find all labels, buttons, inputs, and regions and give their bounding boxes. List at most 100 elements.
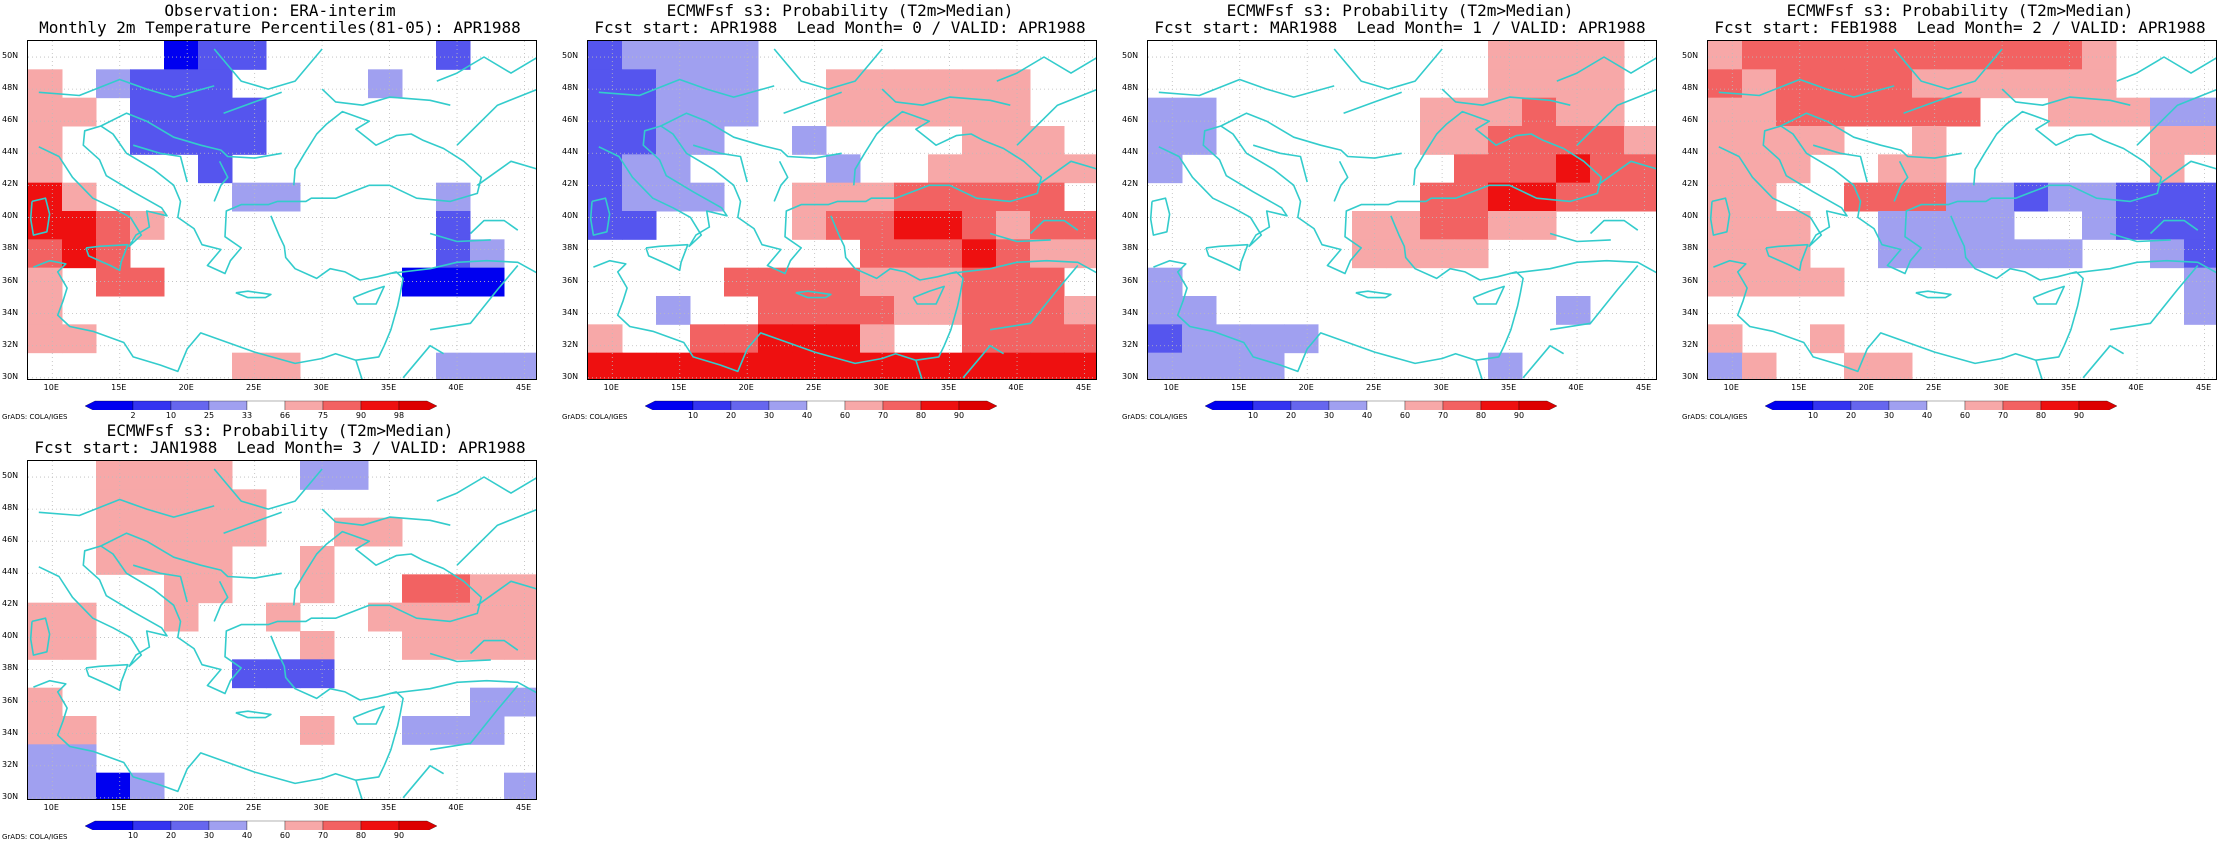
grid-cell: [1742, 41, 1777, 70]
grid-cell: [164, 489, 199, 519]
grid-cell: [758, 296, 793, 325]
lat-label: 38N: [1122, 243, 1139, 253]
grid-cell: [436, 631, 471, 660]
grid-cell: [28, 239, 63, 269]
grid-cell: [1708, 154, 1743, 184]
coastline: [1029, 219, 1079, 235]
coastline: [429, 264, 519, 331]
grid-cell: [622, 211, 657, 240]
lon-label: 15E: [111, 383, 127, 392]
grid-cell: [1742, 239, 1777, 269]
map-canvas: [28, 461, 536, 799]
colorbar-swatch: [1252, 400, 1292, 410]
grid-cell: [300, 631, 335, 660]
grid-cell: [860, 182, 895, 212]
grid-cell: [1742, 211, 1777, 240]
grid-cell: [1590, 69, 1625, 99]
colorbar-tick-label: 10: [127, 831, 139, 840]
grid-cell: [962, 182, 997, 212]
grid-cell: [1742, 352, 1777, 379]
grid-cell: [962, 239, 997, 269]
grid-cell: [860, 296, 895, 325]
grid-cell: [1148, 97, 1183, 127]
grid-cell: [1522, 126, 1557, 155]
grid-cell: [962, 154, 997, 184]
grid-cell: [2048, 239, 2083, 269]
colorbar-swatch: [2078, 400, 2118, 410]
grid-cell: [62, 716, 97, 745]
grid-cell: [860, 267, 895, 297]
coastline: [1158, 78, 1335, 98]
coastline: [1522, 344, 1565, 379]
lat-label: 42N: [1122, 179, 1139, 189]
lon-label: 40E: [448, 383, 464, 392]
grid-cell: [2048, 182, 2083, 212]
grid-cell: [622, 352, 657, 379]
grid-cell: [1708, 182, 1743, 212]
grid-cell: [1590, 126, 1625, 155]
coastline: [1893, 48, 2003, 90]
grid-cell: [826, 296, 861, 325]
colorbar-swatch: [1926, 400, 1966, 410]
colorbar-swatch: [958, 400, 998, 410]
lon-label: 20E: [178, 383, 194, 392]
colorbar-tick-label: 80: [355, 831, 367, 840]
grid-cell: [622, 41, 657, 70]
lat-label: 44N: [562, 147, 579, 157]
lat-label: 44N: [2, 147, 19, 157]
grid-cell: [1912, 126, 1947, 155]
grid-cell: [504, 352, 536, 379]
grid-cell: [1064, 154, 1096, 184]
coastline: [912, 285, 945, 305]
colorbar-tick-label: 10: [1807, 411, 1819, 420]
coastline: [593, 215, 964, 373]
grid-cell: [164, 97, 199, 127]
grid-cell: [1776, 154, 1811, 184]
panel-subtitle: Fcst start: MAR1988 Lead Month= 1 / VALI…: [1154, 18, 1646, 37]
colorbar-tick-label: 75: [317, 411, 329, 420]
grid-cell: [996, 126, 1031, 155]
colorbar-swatch: [360, 820, 400, 830]
coastline: [589, 197, 611, 236]
grid-cell: [1624, 126, 1656, 155]
coastline: [1220, 112, 1402, 159]
grid-cell: [334, 461, 369, 490]
colorbar-swatch: [1480, 400, 1520, 410]
coastline: [1333, 48, 1443, 90]
colorbar-tick-label: 90: [2073, 411, 2085, 420]
colorbar-tick-label: 10: [1247, 411, 1259, 420]
grid-cell: [1030, 182, 1065, 212]
grid-cell: [1454, 211, 1489, 240]
grid-cell: [962, 69, 997, 99]
grid-cell: [894, 296, 929, 325]
colorbar-tick-label: 90: [355, 411, 367, 420]
colorbar-tick-label: 70: [877, 411, 889, 420]
grid-cell: [1522, 41, 1557, 70]
grid-cell: [826, 267, 861, 297]
panel-title: ECMWFsf s3: Probability (T2m>Median): [1786, 1, 2134, 20]
grid-cell: [504, 631, 536, 660]
grid-cell: [436, 267, 471, 297]
grid-cell: [1148, 267, 1183, 297]
grid-cell: [232, 126, 267, 155]
coastline: [2156, 160, 2216, 186]
lat-label: 36N: [562, 275, 579, 285]
coastline: [38, 78, 215, 98]
lat-label: 38N: [562, 243, 579, 253]
colorbar-swatch: [768, 400, 808, 410]
grid-cell: [724, 69, 759, 99]
grid-cell: [28, 602, 63, 632]
grid-cell: [690, 41, 725, 70]
grid-cell: [28, 687, 63, 717]
grid-cell: [470, 716, 505, 745]
lat-label: 48N: [2, 503, 19, 513]
lon-label: 45E: [515, 803, 532, 812]
grid-cell: [130, 69, 165, 99]
grid-cell: [164, 461, 199, 490]
lat-label: 42N: [1682, 179, 1699, 189]
coastline: [429, 232, 491, 243]
grid-cell: [402, 602, 437, 632]
grid-cell: [1454, 154, 1489, 184]
coastline: [660, 112, 842, 159]
coastline: [1713, 215, 2084, 373]
